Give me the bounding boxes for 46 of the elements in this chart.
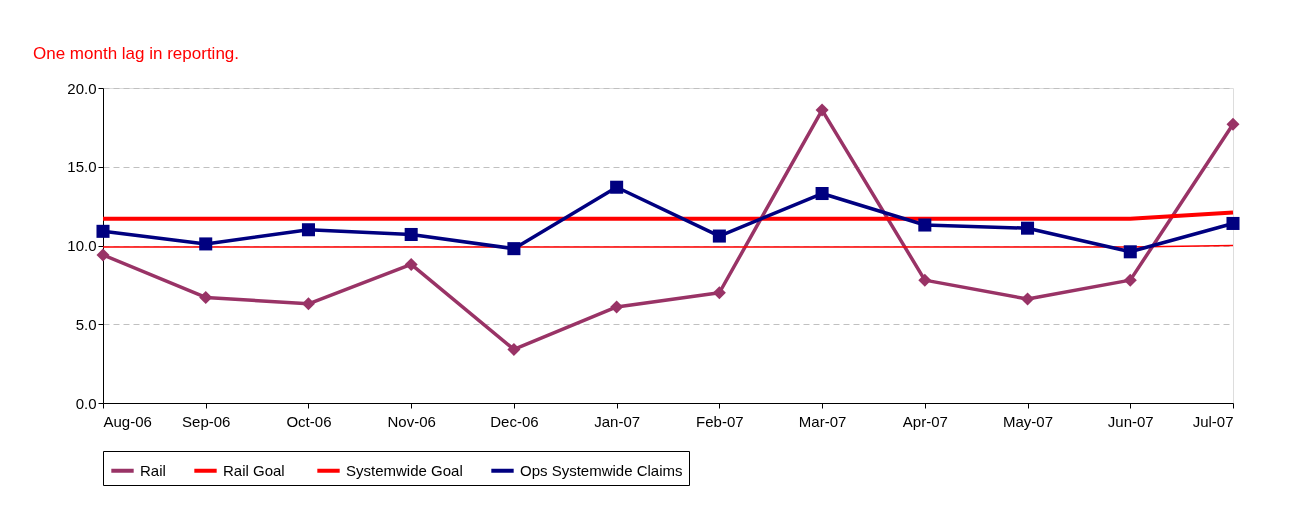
- point: [1123, 245, 1137, 259]
- point: [1021, 221, 1035, 235]
- legend-label: Systemwide Goal: [346, 461, 463, 479]
- x-tick-label: Apr-07: [902, 412, 948, 430]
- point: [96, 224, 110, 238]
- text: One month lag in reporting.: [33, 44, 240, 63]
- x-tick-label: Nov-06: [387, 412, 436, 430]
- point: [301, 223, 315, 237]
- point: [507, 242, 521, 256]
- x-tick-label: Oct-06: [286, 412, 332, 430]
- legend-label: Rail: [140, 461, 166, 479]
- point: [712, 229, 726, 243]
- x-tick-label: Jun-07: [1107, 412, 1154, 430]
- y-tick-label: 20.0: [67, 79, 97, 97]
- y-tick-label: 5.0: [75, 315, 97, 333]
- point: [301, 297, 315, 311]
- point: [507, 342, 521, 356]
- point: [815, 187, 829, 201]
- x-tick-label: Sep-06: [182, 412, 231, 430]
- point: [610, 300, 624, 314]
- x-tick-label: Aug-06: [103, 412, 152, 430]
- x-tick-label: Jul-07: [1192, 412, 1234, 430]
- point: [815, 103, 829, 117]
- point: [1226, 216, 1240, 230]
- point: [918, 273, 932, 287]
- legend-label: Rail Goal: [223, 461, 285, 479]
- x-tick-label: Feb-07: [696, 412, 744, 430]
- point: [404, 227, 418, 241]
- x-tick-label: Mar-07: [798, 412, 847, 430]
- point: [1021, 292, 1035, 306]
- y-tick-label: 0.0: [75, 394, 97, 412]
- point: [1226, 117, 1240, 131]
- point: [610, 180, 624, 194]
- point: [199, 290, 213, 304]
- point: [404, 257, 418, 271]
- point: [918, 218, 932, 232]
- legend-label: Ops Systemwide Claims: [520, 461, 683, 479]
- point: [96, 248, 110, 262]
- y-tick-label: 10.0: [67, 237, 97, 254]
- x-tick-label: May-07: [1003, 412, 1054, 430]
- y-tick-label: 15.0: [67, 158, 97, 176]
- point: [1123, 273, 1137, 287]
- x-tick-label: Jan-07: [594, 412, 641, 430]
- x-tick-label: Dec-06: [490, 412, 539, 430]
- point: [712, 286, 726, 300]
- point: [199, 237, 213, 251]
